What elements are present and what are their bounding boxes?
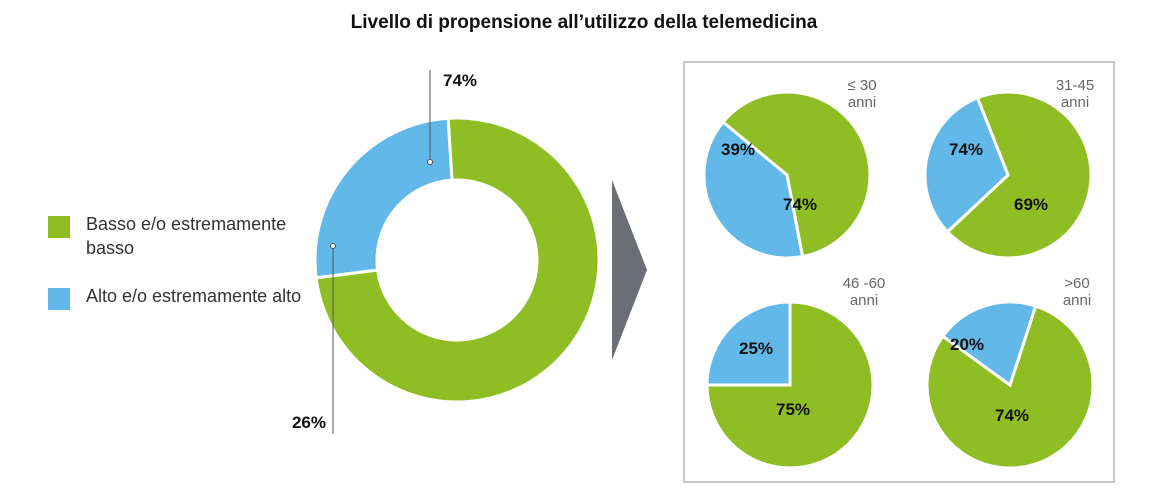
pie-2-label-basso: 69%	[1014, 195, 1048, 214]
leader-dot	[427, 159, 433, 165]
leader-dot	[330, 243, 336, 249]
pie-4-slice-basso	[925, 304, 1095, 470]
pie-3-slice-alto	[705, 300, 792, 387]
pie-3-slice-basso	[705, 300, 875, 470]
legend-swatch-alto	[48, 288, 70, 310]
legend-label-alto: Alto e/o estremamente alto	[86, 286, 302, 306]
pie-1-label-basso: 74%	[783, 195, 817, 214]
pie-4-label-basso: 74%	[995, 406, 1029, 425]
pie-1-label-alto: 39%	[721, 140, 755, 159]
pie-1-slice-basso	[720, 90, 872, 259]
age-label-1-line2: anni	[848, 94, 876, 111]
age-label-2-line2: anni	[1061, 94, 1089, 111]
arrow-shape	[612, 180, 647, 360]
pie-2-slice-basso	[945, 90, 1093, 260]
chart-title: Livello di propensione all’utilizzo dell…	[350, 12, 818, 33]
pie-4-slice-alto	[940, 300, 1038, 388]
pie-4-label-alto: 20%	[950, 335, 984, 354]
pie-3-label-alto: 25%	[739, 339, 773, 358]
legend-item-alto: Alto e/o estremamente alto	[48, 284, 306, 310]
pie-1-slice-alto	[702, 119, 805, 260]
donut-slice-alto	[313, 116, 454, 280]
pie-3-label-basso: 75%	[776, 400, 810, 419]
donut-slice-basso	[314, 116, 601, 404]
donut-chart: 74% 26%	[292, 70, 601, 434]
age-label-2-line1: 31-45	[1056, 77, 1094, 94]
age-label-1-line1: ≤ 30	[847, 77, 876, 94]
age-label-4-line1: >60	[1064, 275, 1089, 292]
age-label-3-line2: anni	[850, 292, 878, 309]
donut-label-basso: 74%	[443, 71, 477, 90]
legend-label-basso: Basso e/o estremamente basso	[86, 214, 287, 258]
legend-item-basso: Basso e/o estremamente basso	[48, 212, 306, 260]
age-label-3-line1: 46 -60	[843, 275, 886, 292]
age-label-4-line2: anni	[1063, 292, 1091, 309]
legend-swatch-basso	[48, 216, 70, 238]
donut-label-alto: 26%	[292, 413, 326, 432]
pie-2-slice-alto	[923, 95, 1010, 234]
pie-2-label-alto: 74%	[949, 140, 983, 159]
age-breakdown-panel	[683, 61, 1115, 483]
